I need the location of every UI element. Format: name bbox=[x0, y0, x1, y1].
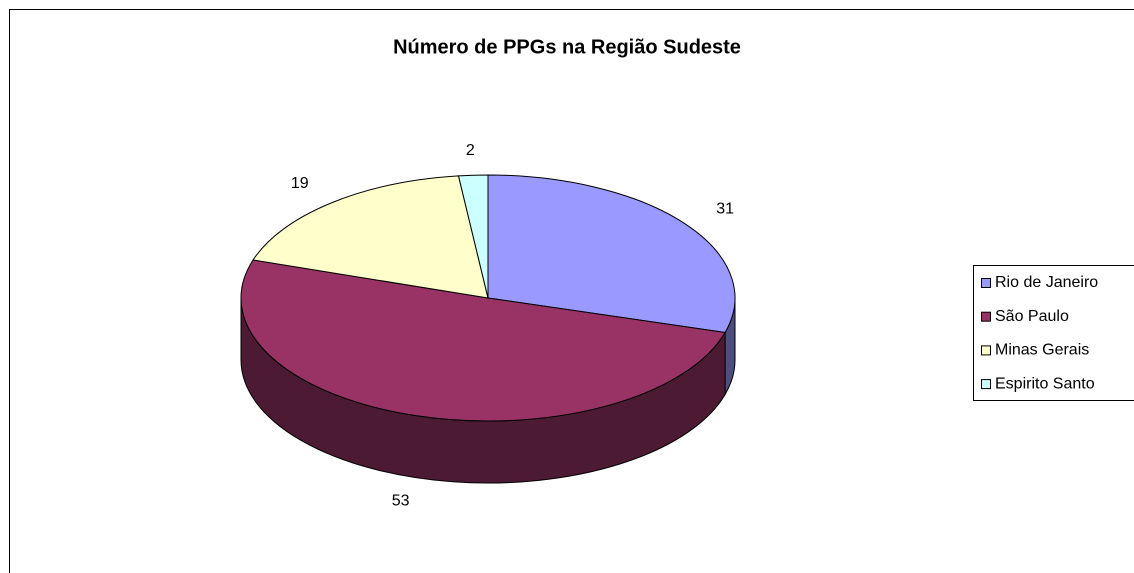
pie-slice bbox=[240, 259, 726, 422]
legend-label: Minas Gerais bbox=[995, 342, 1089, 359]
pie bbox=[240, 174, 736, 484]
data-label: 19 bbox=[291, 175, 309, 192]
pie-slice bbox=[252, 175, 489, 299]
data-label: 31 bbox=[716, 201, 734, 218]
legend-swatch bbox=[981, 345, 991, 356]
legend-label: São Paulo bbox=[995, 308, 1069, 325]
chart-title: Número de PPGs na Região Sudeste bbox=[393, 36, 741, 58]
legend-swatch bbox=[981, 311, 991, 322]
pie-slice bbox=[487, 174, 736, 334]
legend-label: Rio de Janeiro bbox=[995, 274, 1098, 291]
legend bbox=[973, 265, 1134, 401]
data-label: 2 bbox=[466, 142, 475, 159]
legend-swatch bbox=[981, 278, 991, 288]
data-label: 53 bbox=[392, 492, 410, 509]
legend-swatch bbox=[981, 379, 991, 390]
pie-slice bbox=[457, 174, 489, 299]
legend-label: Espirito Santo bbox=[995, 375, 1095, 392]
